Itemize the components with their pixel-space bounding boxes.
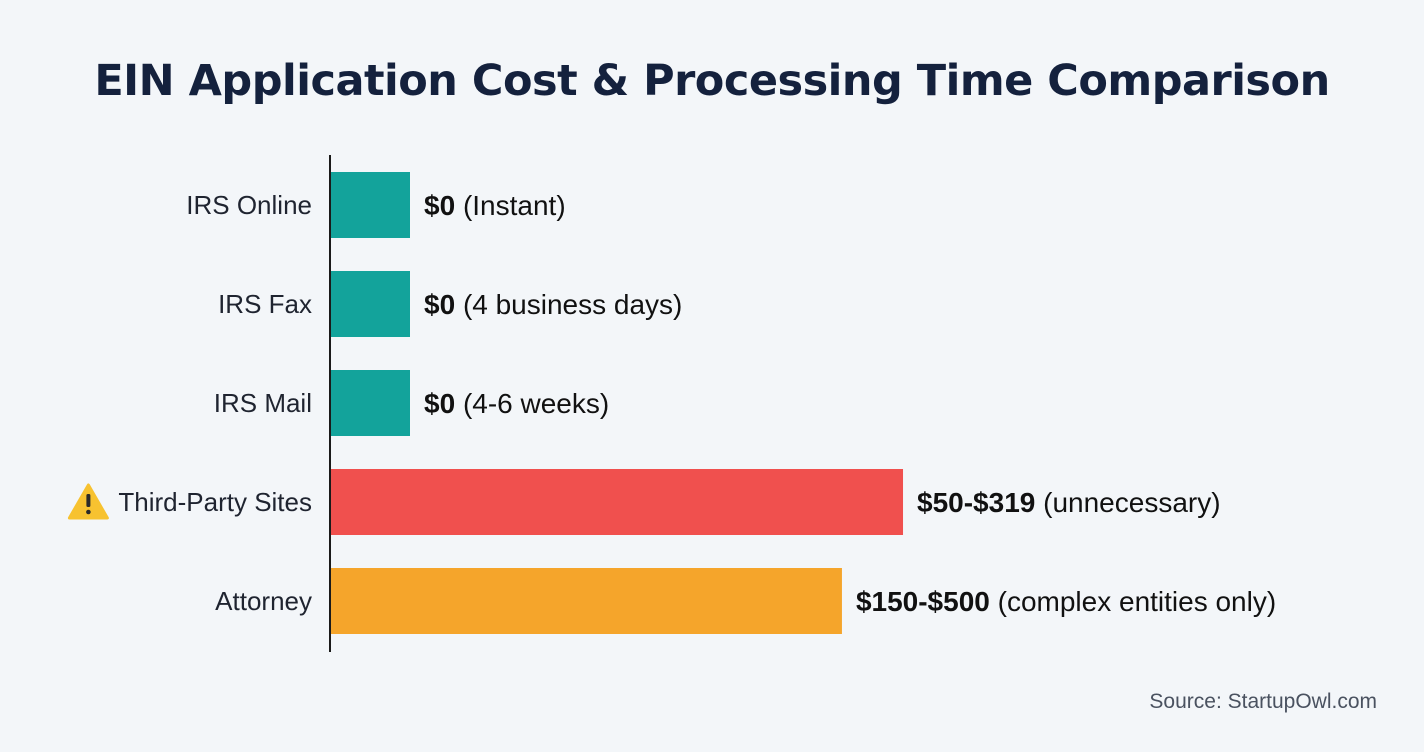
source-note: Source: StartupOwl.com <box>1149 690 1377 713</box>
category-label: Third-Party Sites <box>118 487 312 517</box>
data-label-note: (complex entities only) <box>998 586 1277 617</box>
bar <box>330 469 904 535</box>
chart-title: EIN Application Cost & Processing Time C… <box>94 56 1330 106</box>
data-label: $0 (4 business days) <box>424 289 682 320</box>
data-label: $0 (Instant) <box>424 190 566 221</box>
bar <box>330 370 410 436</box>
data-label-note: (Instant) <box>463 190 566 221</box>
bar <box>330 271 410 337</box>
category-label: IRS Fax <box>218 289 312 319</box>
data-label-amount: $0 <box>424 388 455 419</box>
bar <box>330 172 410 238</box>
category-label: IRS Online <box>186 190 312 220</box>
category-label: Attorney <box>215 586 312 616</box>
data-label-amount: $150-$500 <box>856 586 990 617</box>
data-label: $150-$500 (complex entities only) <box>856 586 1276 617</box>
data-label-note: (unnecessary) <box>1043 487 1220 518</box>
data-label-note: (4 business days) <box>463 289 682 320</box>
data-label-amount: $50-$319 <box>917 487 1035 518</box>
data-label-amount: $0 <box>424 289 455 320</box>
data-label-amount: $0 <box>424 190 455 221</box>
data-label-note: (4-6 weeks) <box>463 388 609 419</box>
category-label: IRS Mail <box>214 388 312 418</box>
data-label: $0 (4-6 weeks) <box>424 388 609 419</box>
data-label: $50-$319 (unnecessary) <box>917 487 1221 518</box>
bar <box>330 568 842 634</box>
warning-triangle-icon <box>67 483 109 520</box>
